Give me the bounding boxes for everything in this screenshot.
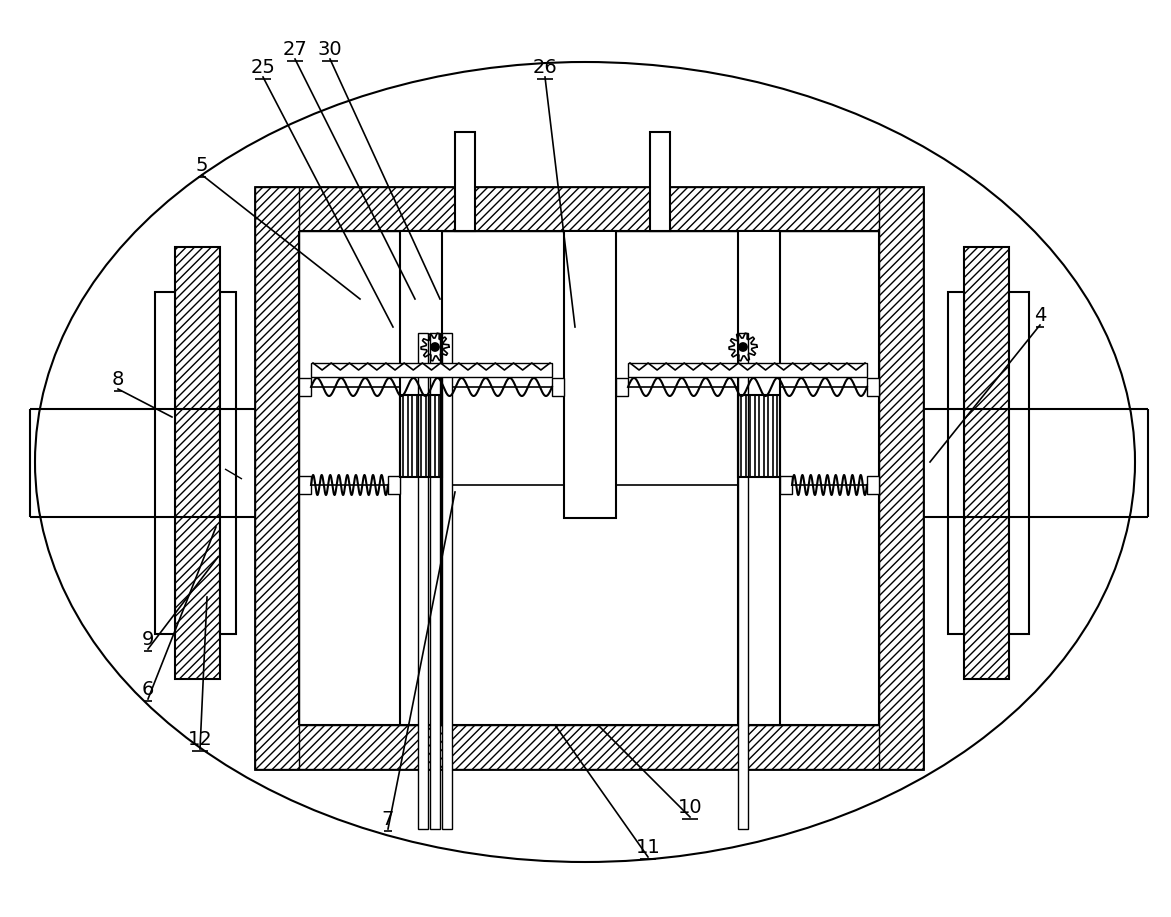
Text: 26: 26	[533, 58, 557, 77]
Bar	[738, 231, 780, 725]
Text: 9: 9	[142, 630, 155, 649]
Bar	[564, 231, 616, 518]
Text: 30: 30	[317, 40, 342, 59]
Bar	[255, 187, 923, 769]
Bar	[738, 333, 748, 829]
Bar	[400, 231, 441, 725]
Text: 4: 4	[1034, 306, 1046, 325]
Bar	[418, 333, 427, 829]
Bar	[311, 363, 552, 377]
Text: 11: 11	[636, 838, 660, 857]
Bar	[441, 333, 452, 829]
Text: 8: 8	[111, 370, 124, 389]
Circle shape	[431, 343, 439, 351]
Bar	[867, 378, 879, 396]
Bar	[552, 378, 564, 396]
Bar	[155, 292, 174, 634]
Text: 7: 7	[382, 810, 395, 829]
Text: 25: 25	[251, 58, 275, 77]
Bar	[430, 333, 440, 829]
Bar	[299, 476, 311, 494]
Bar	[1009, 292, 1029, 634]
Text: 12: 12	[187, 730, 212, 749]
Bar	[220, 292, 237, 634]
Bar	[616, 378, 628, 396]
Bar	[780, 476, 792, 494]
Text: 6: 6	[142, 680, 155, 699]
Bar	[964, 247, 1009, 679]
Bar	[255, 187, 299, 769]
Text: 5: 5	[196, 156, 208, 175]
Ellipse shape	[35, 62, 1135, 862]
Bar	[388, 476, 400, 494]
Bar	[255, 187, 923, 231]
Bar	[650, 132, 670, 231]
Bar	[949, 292, 964, 634]
Bar	[456, 132, 475, 231]
Bar	[879, 187, 923, 769]
Bar	[255, 725, 923, 769]
Text: 27: 27	[282, 40, 307, 59]
Bar	[738, 395, 780, 477]
Bar	[400, 395, 441, 477]
Bar	[628, 363, 867, 377]
Bar	[174, 247, 220, 679]
Bar	[299, 378, 311, 396]
Circle shape	[739, 343, 747, 351]
Text: 10: 10	[678, 798, 703, 817]
Bar	[867, 476, 879, 494]
